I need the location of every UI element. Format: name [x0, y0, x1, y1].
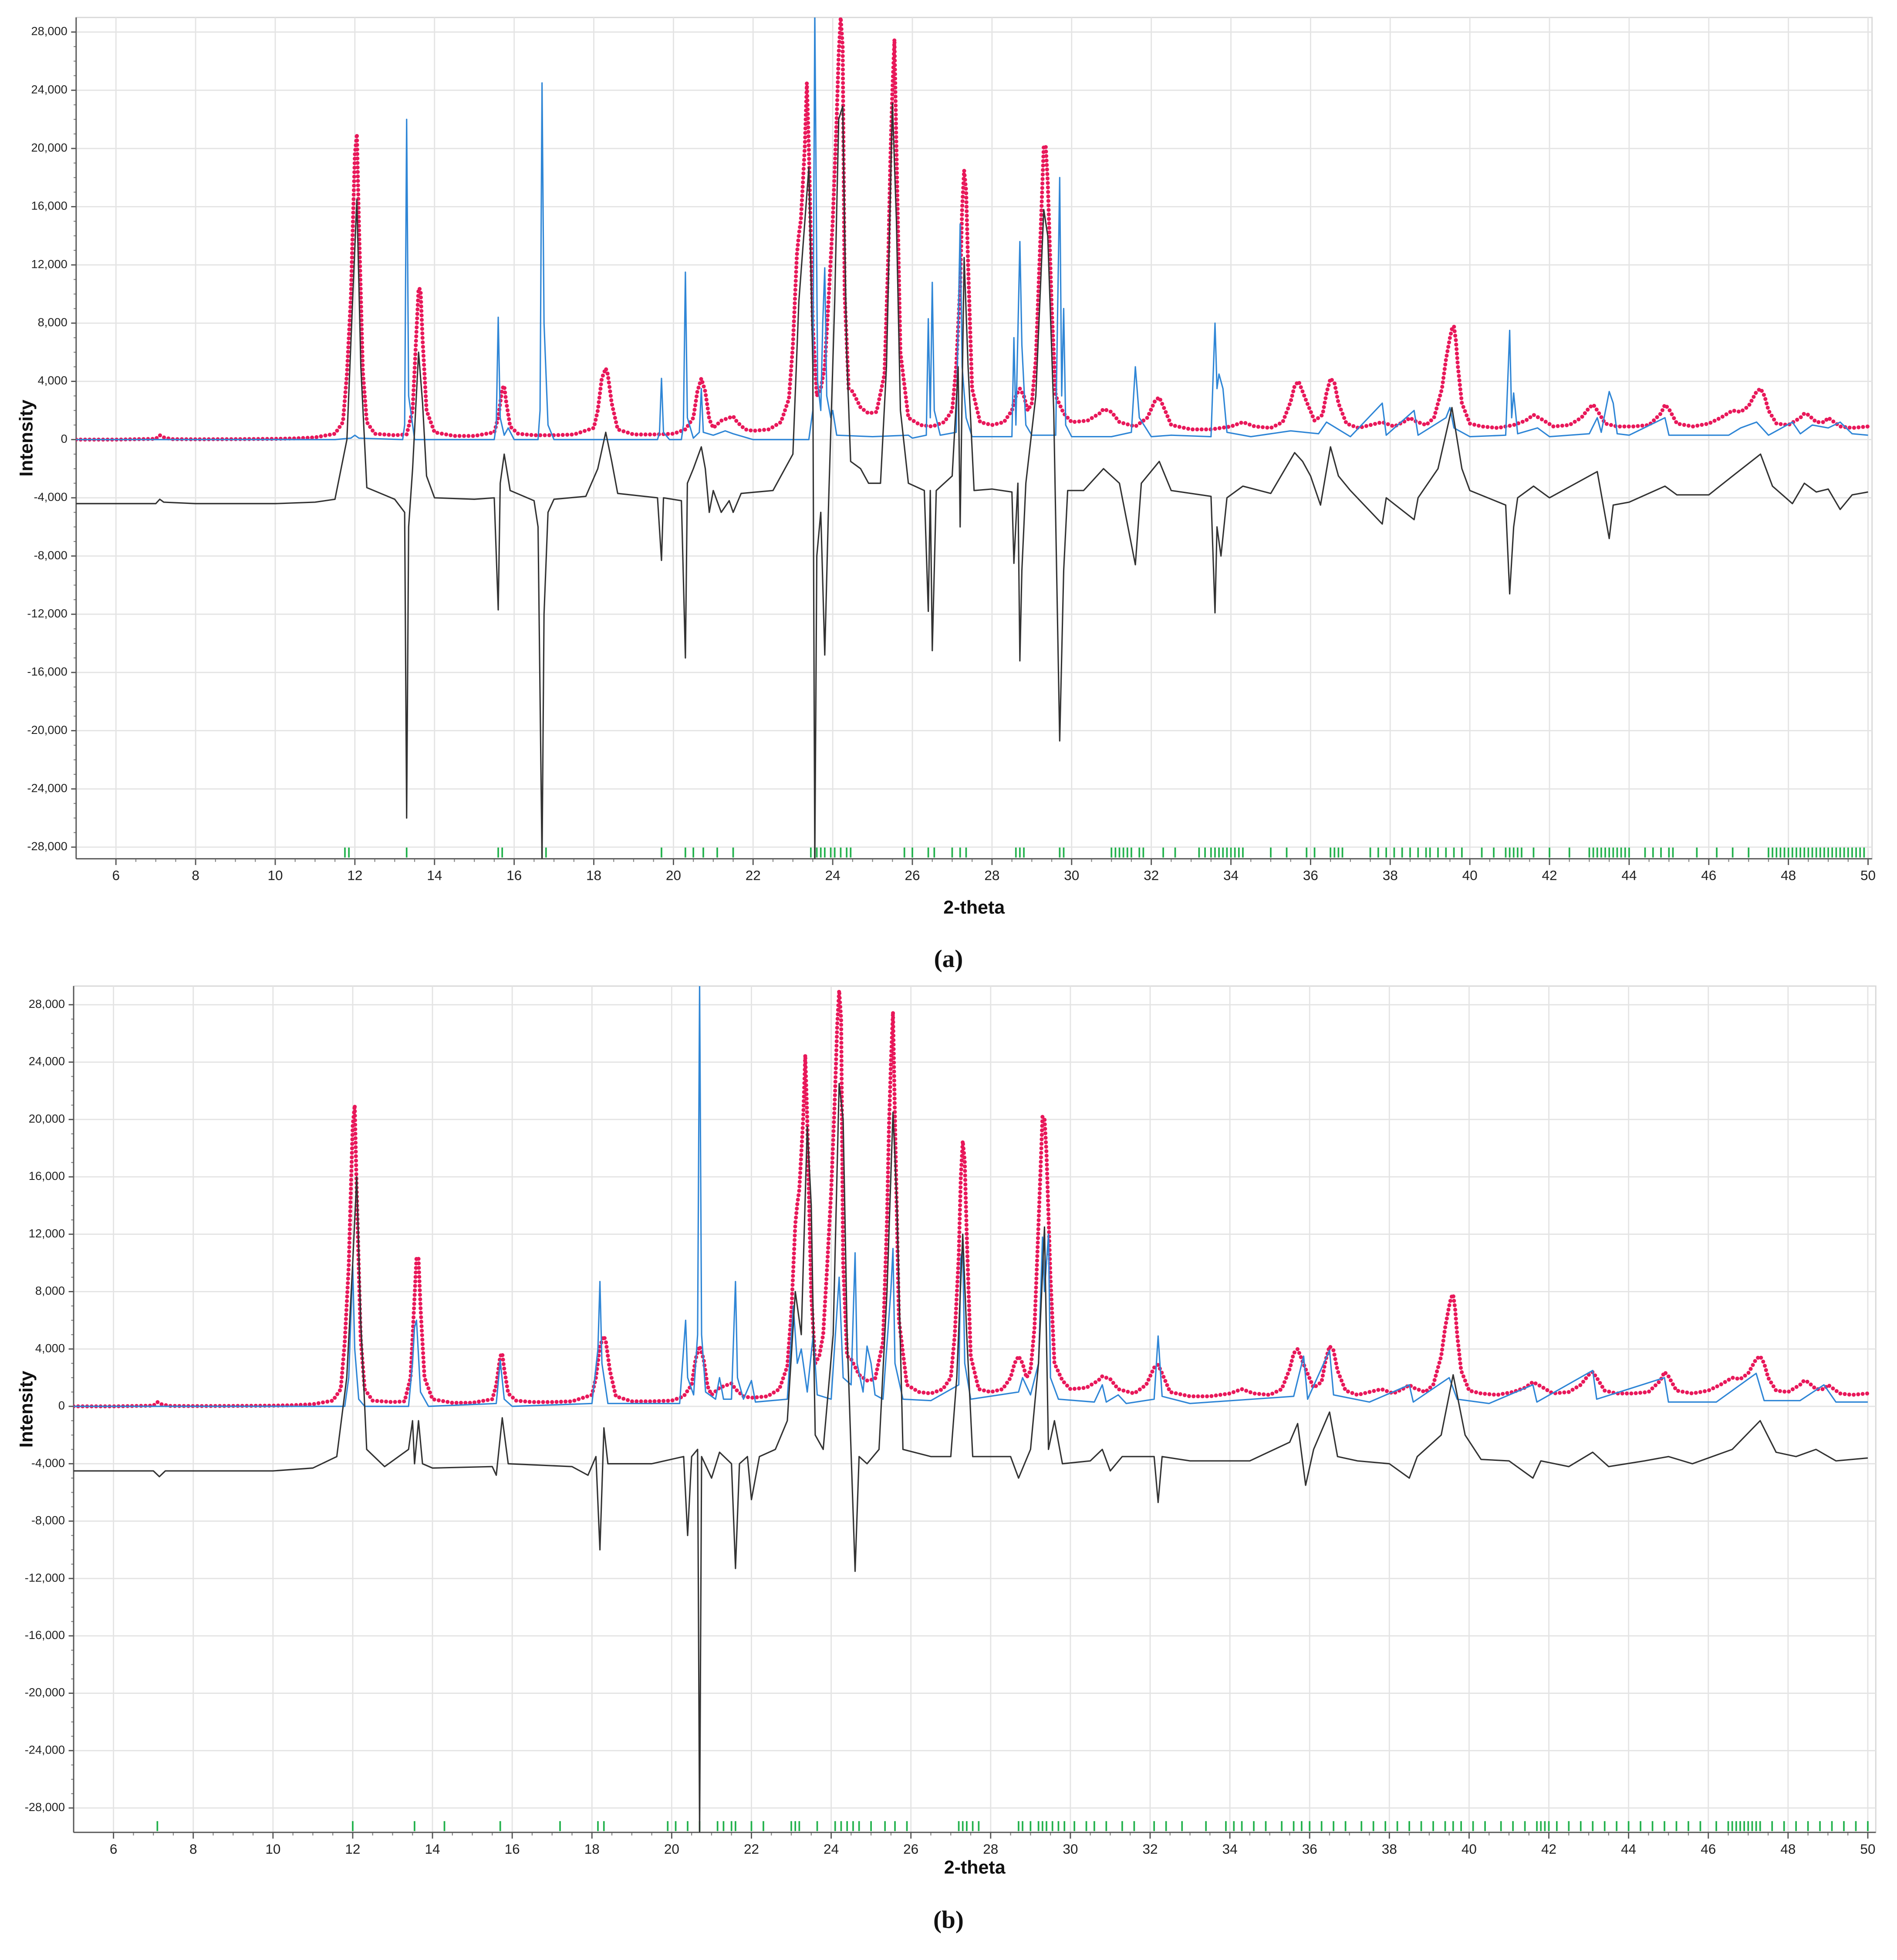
y-tick-label: 12,000: [29, 1227, 65, 1240]
x-tick-label: 8: [189, 1841, 197, 1857]
x-tick-label: 28: [984, 868, 999, 883]
x-tick-label: 26: [903, 1841, 918, 1857]
plot-layer: [74, 986, 1870, 1832]
x-tick-label: 50: [1860, 1841, 1875, 1857]
x-tick-label: 20: [664, 1841, 679, 1857]
profile-line: [74, 1083, 1868, 1832]
x-tick-label: 42: [1542, 868, 1557, 883]
profile-line: [76, 17, 1868, 440]
x-tick-label: 22: [744, 1841, 759, 1857]
x-tick-label: 18: [584, 1841, 600, 1857]
x-tick-label: 28: [983, 1841, 998, 1857]
x-tick-label: 14: [427, 868, 442, 883]
x-tick-label: 24: [825, 868, 840, 883]
y-tick-label: 0: [61, 432, 68, 445]
x-tick-label: 48: [1780, 1841, 1796, 1857]
panel-caption: (b): [933, 1906, 964, 1933]
y-tick-label: -8,000: [34, 548, 68, 562]
x-tick-label: 16: [506, 868, 522, 883]
y-tick-label: -28,000: [25, 1800, 65, 1814]
x-tick-label: 8: [192, 868, 199, 883]
observed-points: [76, 17, 1870, 442]
x-tick-label: 14: [425, 1841, 440, 1857]
x-tick-label: 32: [1144, 868, 1159, 883]
y-tick-label: -4,000: [31, 1456, 65, 1470]
x-tick-label: 30: [1064, 868, 1079, 883]
x-tick-label: 38: [1383, 868, 1398, 883]
x-tick-label: 38: [1382, 1841, 1397, 1857]
x-tick-label: 48: [1781, 868, 1796, 883]
x-tick-label: 24: [824, 1841, 839, 1857]
x-tick-label: 34: [1223, 868, 1239, 883]
y-tick-label: -20,000: [27, 723, 67, 737]
y-tick-label: -24,000: [25, 1743, 65, 1756]
y-tick-label: -28,000: [27, 839, 67, 853]
y-tick-label: 20,000: [31, 141, 67, 154]
x-tick-label: 30: [1063, 1841, 1078, 1857]
y-tick-label: -12,000: [27, 606, 67, 620]
profile-line: [76, 102, 1868, 859]
x-tick-label: 10: [267, 868, 283, 883]
x-tick-label: 42: [1541, 1841, 1556, 1857]
x-tick-label: 36: [1303, 868, 1318, 883]
x-tick-label: 20: [666, 868, 681, 883]
x-tick-label: 12: [345, 1841, 360, 1857]
y-tick-label: 0: [58, 1399, 65, 1412]
y-tick-label: 16,000: [31, 199, 67, 213]
y-tick-label: 12,000: [31, 257, 67, 270]
y-tick-label: -8,000: [31, 1514, 65, 1527]
y-tick-label: -12,000: [25, 1571, 65, 1584]
chart-panel: -28,000 -24,000 -20,000 -16,000 -12,000 -8,00…: [16, 985, 1877, 1933]
y-tick-label: 28,000: [31, 24, 67, 38]
y-tick-label: -20,000: [25, 1686, 65, 1699]
x-tick-label: 16: [505, 1841, 520, 1857]
y-tick-label: 20,000: [29, 1112, 65, 1125]
y-tick-label: 4,000: [35, 1341, 65, 1355]
x-tick-label: 10: [265, 1841, 280, 1857]
x-tick-label: 44: [1621, 1841, 1636, 1857]
y-tick-label: 8,000: [35, 1284, 65, 1298]
x-tick-label: 12: [347, 868, 362, 883]
x-tick-label: 50: [1860, 868, 1876, 883]
chart-panel: -28,000 -24,000 -20,000 -16,000 -12,000 -8,00…: [16, 17, 1876, 973]
profile-line: [74, 986, 1868, 1407]
y-tick-label: 28,000: [29, 997, 65, 1010]
y-tick-label: -4,000: [34, 490, 68, 504]
y-tick-label: -16,000: [27, 665, 67, 678]
x-tick-label: 22: [746, 868, 761, 883]
y-tick-label: 16,000: [29, 1169, 65, 1183]
x-tick-label: 46: [1701, 868, 1716, 883]
plot-layer: [76, 17, 1870, 859]
x-tick-label: 46: [1701, 1841, 1716, 1857]
y-axis-title: Intensity: [16, 399, 37, 476]
x-tick-label: 34: [1222, 1841, 1238, 1857]
x-tick-label: 6: [112, 868, 120, 883]
x-tick-label: 18: [586, 868, 601, 883]
x-axis-title: 2-theta: [944, 1857, 1006, 1878]
panel-caption: (a): [934, 945, 963, 973]
y-tick-label: 4,000: [38, 374, 68, 387]
x-tick-label: 44: [1621, 868, 1637, 883]
y-tick-label: 24,000: [31, 82, 67, 96]
x-axis-title: 2-theta: [943, 897, 1005, 918]
x-tick-label: 40: [1462, 1841, 1477, 1857]
x-tick-label: 32: [1142, 1841, 1158, 1857]
y-tick-label: -24,000: [27, 781, 67, 794]
plot-area: [73, 985, 1877, 1833]
x-tick-label: 36: [1302, 1841, 1317, 1857]
x-tick-label: 40: [1462, 868, 1478, 883]
x-tick-label: 26: [905, 868, 920, 883]
y-tick-label: 8,000: [38, 315, 68, 329]
y-tick-label: -16,000: [25, 1628, 65, 1642]
y-axis-title: Intensity: [16, 1371, 37, 1448]
x-tick-label: 6: [110, 1841, 118, 1857]
y-tick-label: 24,000: [29, 1054, 65, 1068]
observed-points: [74, 988, 1870, 1409]
